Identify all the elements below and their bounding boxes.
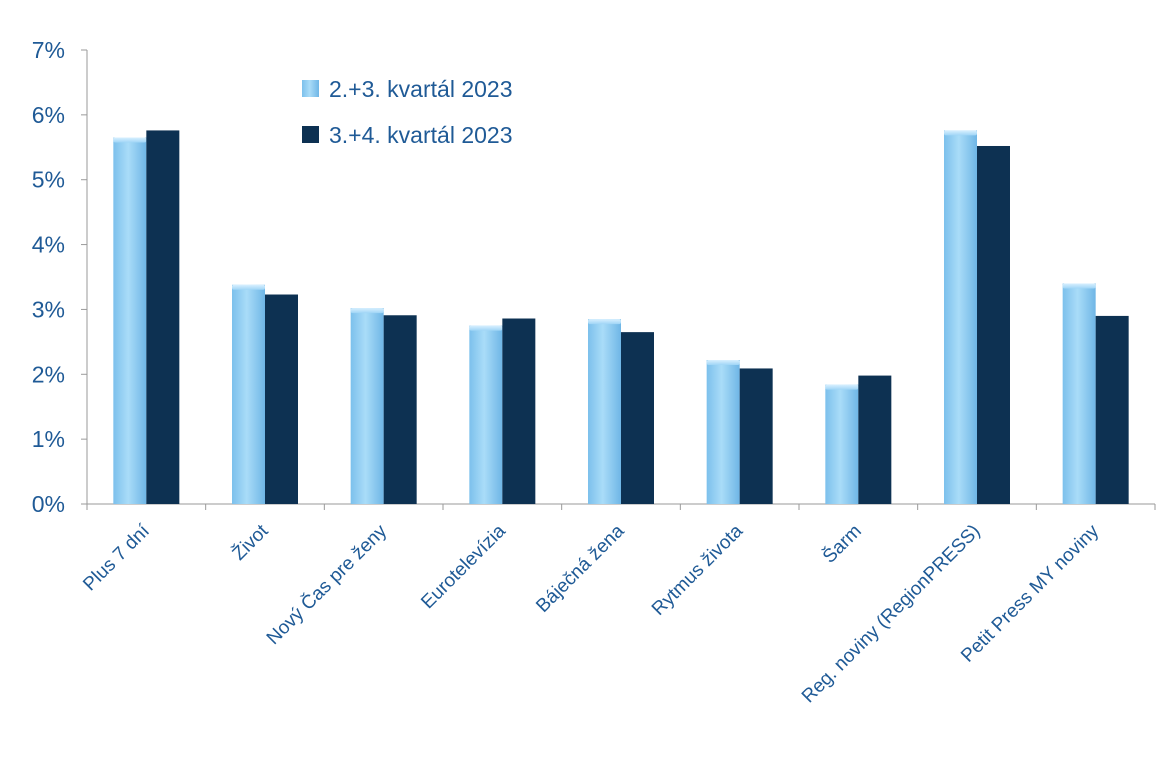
bar-series-1-cap [588, 319, 621, 325]
bar-series-1 [350, 308, 384, 504]
bar-series-1 [588, 319, 621, 504]
x-category-label: Eurotelevízia [417, 520, 510, 613]
bar-series-1 [1062, 283, 1096, 504]
bar-series-1-cap [706, 360, 740, 366]
x-category-label: Nový Čas pre ženy [262, 520, 391, 649]
bar-series-1 [944, 130, 977, 504]
bar-series-1-cap [469, 325, 503, 331]
bar-series-2 [502, 318, 536, 504]
bar-series-1 [469, 325, 503, 504]
x-category-label: Báječná žena [532, 520, 629, 617]
bar-series-1-cap [232, 284, 265, 290]
bar-series-1 [706, 360, 740, 504]
x-category-label: Život [228, 519, 273, 564]
bar-series-1-cap [944, 130, 977, 136]
bar-series-1-cap [825, 384, 859, 390]
y-tick-label: 6% [32, 102, 65, 128]
x-category-label: Rytmus života [648, 520, 748, 620]
legend-swatch-series-1 [302, 80, 319, 97]
bar-series-2 [858, 375, 892, 504]
bar-series-2 [739, 368, 773, 504]
bar-series-2 [265, 294, 298, 504]
bar-series-1-cap [350, 308, 384, 314]
bar-series-1-cap [1062, 283, 1096, 289]
x-category-label: Plus 7 dní [79, 520, 154, 595]
legend-label: 2.+3. kvartál 2023 [329, 76, 512, 102]
legend-label: 3.+4. kvartál 2023 [329, 122, 512, 148]
y-tick-label: 5% [32, 167, 65, 193]
bar-series-1 [113, 137, 147, 505]
bar-series-2 [1095, 315, 1129, 504]
y-tick-label: 0% [32, 491, 65, 517]
y-tick-label: 7% [32, 37, 65, 63]
y-tick-label: 4% [32, 232, 65, 258]
y-tick-label: 1% [32, 426, 65, 452]
bar-series-1 [232, 284, 265, 504]
x-category-label: Petit Press MY noviny [957, 520, 1103, 666]
bar-series-1-cap [113, 137, 147, 143]
bar-series-2 [977, 145, 1010, 504]
bar-series-2 [383, 315, 417, 504]
x-category-label: Šarm [818, 520, 866, 568]
y-tick-label: 2% [32, 361, 65, 387]
legend-swatch-series-2 [302, 126, 319, 143]
bar-series-1 [825, 384, 859, 504]
bar-series-2 [621, 332, 654, 504]
y-tick-label: 3% [32, 296, 65, 322]
bar-series-2 [146, 130, 180, 504]
